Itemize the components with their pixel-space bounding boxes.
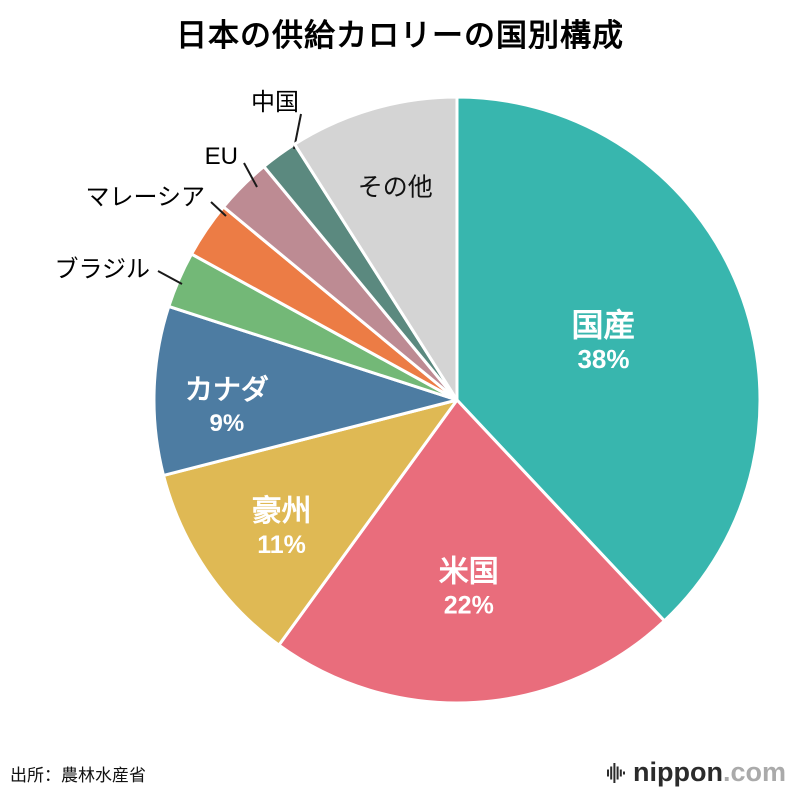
leader-line — [243, 162, 258, 188]
leader-line — [157, 270, 183, 285]
slice-label: 中国 — [251, 89, 299, 116]
chart-title: 日本の供給カロリーの国別構成 — [176, 18, 624, 53]
slice-label: 国産 — [571, 307, 635, 343]
slice-label: 9% — [209, 410, 244, 437]
slice-label: 米国 — [439, 555, 499, 588]
pie-slice-1 — [455, 95, 762, 623]
logo-tld-text: .com — [722, 757, 786, 787]
pie-slice-4 — [152, 304, 459, 477]
source-note: 出所：農林水産省 — [10, 766, 146, 785]
nippon-logo: nippon.com — [607, 757, 786, 788]
slice-label: 11% — [257, 531, 306, 559]
slice-label: 38% — [577, 344, 629, 374]
logo-brand-text: nippon — [633, 757, 723, 787]
pie-slice-9 — [293, 95, 459, 402]
slice-label: ブラジル — [54, 256, 150, 283]
slice-label: EU — [205, 143, 238, 170]
pie-slice-2 — [277, 398, 666, 705]
pie-slice-3 — [162, 398, 459, 647]
slice-label: カナダ — [185, 373, 269, 405]
slice-label: 22% — [444, 591, 494, 619]
slice-label: その他 — [358, 174, 433, 202]
slice-label: マレーシア — [85, 184, 205, 211]
logo-text: nippon.com — [633, 757, 786, 788]
slice-label: 豪州 — [252, 494, 312, 528]
soundwave-bars-icon — [607, 762, 625, 783]
leader-line — [210, 201, 227, 217]
